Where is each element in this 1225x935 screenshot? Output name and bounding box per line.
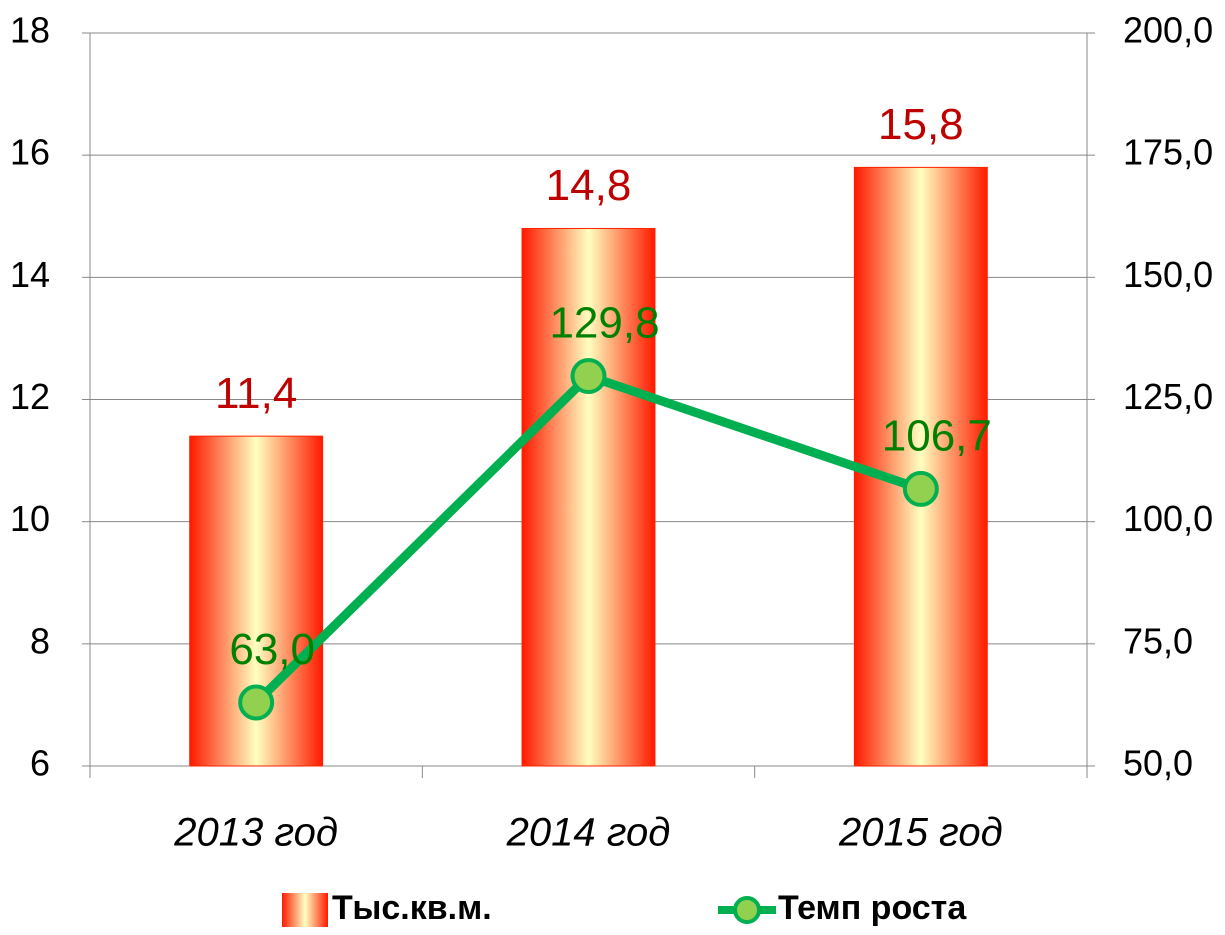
data-label: 106,7 — [882, 412, 992, 461]
legend-label: Темп роста — [778, 889, 967, 927]
x-tick-label: 2013 год — [173, 811, 338, 855]
x-tick-label: 2015 год — [838, 811, 1003, 855]
marker — [238, 684, 275, 721]
y-tick-label: 12 — [10, 376, 50, 417]
marker — [902, 470, 939, 507]
y2-tick-label: 200,0 — [1123, 10, 1213, 51]
data-label: 15,8 — [878, 100, 964, 149]
y2-tick-label: 175,0 — [1123, 132, 1213, 173]
y-tick-label: 6 — [30, 743, 50, 784]
y2-tick-label: 50,0 — [1123, 743, 1193, 784]
y2-tick-label: 100,0 — [1123, 498, 1213, 539]
bar — [521, 227, 656, 767]
bar — [853, 166, 988, 767]
y-tick-label: 8 — [30, 620, 50, 661]
y2-tick-label: 150,0 — [1123, 254, 1213, 295]
legend-swatch — [282, 893, 328, 927]
data-label: 14,8 — [546, 161, 632, 210]
y2-tick-label: 125,0 — [1123, 376, 1213, 417]
y2-tick-label: 75,0 — [1123, 620, 1193, 661]
y-tick-label: 18 — [10, 10, 50, 51]
legend-label: Тыс.кв.м. — [332, 889, 492, 927]
data-label: 11,4 — [215, 369, 297, 418]
y-tick-label: 10 — [10, 498, 50, 539]
y-tick-label: 14 — [10, 254, 50, 295]
y-tick-label: 16 — [10, 132, 50, 173]
x-tick-label: 2014 год — [506, 811, 671, 855]
data-label: 129,8 — [549, 299, 659, 348]
data-label: 63,0 — [229, 625, 315, 674]
marker — [570, 358, 607, 395]
legend-marker — [733, 896, 761, 924]
